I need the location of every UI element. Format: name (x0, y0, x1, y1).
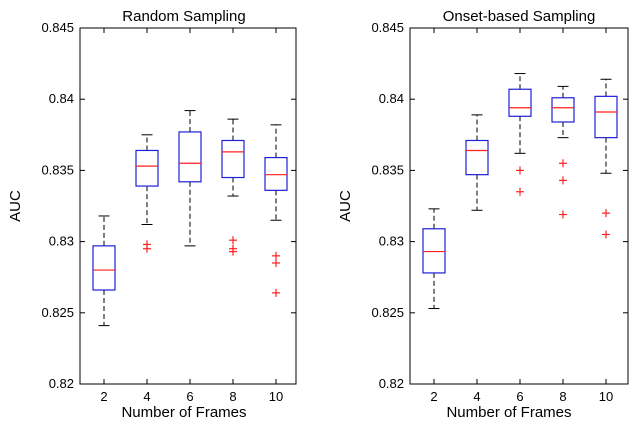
x-axis-title: Number of Frames (446, 404, 571, 421)
random-sampling-panel: Random Sampling Number of Frames AUC 0.8… (7, 8, 297, 421)
iqr-box (92, 245, 116, 291)
outlier-marker (272, 258, 280, 267)
y-axis-title: AUC (337, 190, 354, 222)
outlier-marker (559, 176, 567, 185)
outlier-marker (516, 187, 524, 196)
box-8 (551, 85, 575, 219)
x-tick-label: 4 (143, 389, 150, 404)
y-tick-label: 0.82 (49, 376, 74, 391)
y-tick-label: 0.84 (49, 91, 74, 106)
y-tick-label: 0.84 (379, 91, 404, 106)
iqr-box (422, 228, 446, 274)
outlier-marker (602, 230, 610, 239)
outlier-marker (143, 240, 151, 249)
box-4 (135, 134, 159, 253)
iqr-box (551, 97, 575, 123)
outlier-marker (229, 236, 237, 245)
iqr-box (594, 95, 618, 139)
outlier-marker (272, 251, 280, 260)
x-tick-label: 6 (186, 389, 193, 404)
panel-title: Random Sampling (122, 8, 245, 25)
iqr-box (508, 88, 532, 117)
x-tick-label: 8 (229, 389, 236, 404)
y-tick-label: 0.825 (41, 305, 74, 320)
x-tick-label: 6 (516, 389, 523, 404)
iqr-box (221, 139, 245, 179)
y-tick-label: 0.82 (379, 376, 404, 391)
outlier-marker (559, 210, 567, 219)
outlier-marker (602, 209, 610, 218)
x-tick-label: 10 (599, 389, 613, 404)
y-tick-label: 0.83 (379, 234, 404, 249)
box-6 (178, 110, 202, 247)
box-2 (92, 215, 116, 327)
box-8 (221, 118, 245, 256)
plot-frame (79, 27, 297, 385)
iqr-box (178, 131, 202, 183)
y-tick-label: 0.835 (41, 162, 74, 177)
box-2 (422, 208, 446, 310)
x-tick-label: 4 (473, 389, 480, 404)
x-tick-label: 2 (100, 389, 107, 404)
panel-title: Onset-based Sampling (443, 8, 596, 25)
x-tick-label: 10 (269, 389, 283, 404)
iqr-box (264, 156, 288, 191)
box-6 (508, 73, 532, 196)
plot-frame (409, 27, 629, 385)
outlier-marker (559, 159, 567, 168)
y-tick-label: 0.845 (41, 20, 74, 35)
y-tick-label: 0.83 (49, 234, 74, 249)
y-axis-title: AUC (7, 190, 24, 222)
x-tick-label: 8 (559, 389, 566, 404)
iqr-box (135, 149, 159, 187)
y-tick-label: 0.825 (371, 305, 404, 320)
outlier-marker (229, 244, 237, 253)
box-10 (594, 78, 618, 239)
outlier-marker (272, 288, 280, 297)
y-tick-label: 0.835 (371, 162, 404, 177)
x-axis-title: Number of Frames (121, 404, 246, 421)
iqr-box (465, 139, 489, 176)
box-4 (465, 114, 489, 211)
x-tick-label: 2 (430, 389, 437, 404)
y-tick-label: 0.845 (371, 20, 404, 35)
box-10 (264, 124, 288, 297)
onset-based-sampling-panel: Onset-based Sampling Number of Frames AU… (337, 8, 629, 421)
outlier-marker (516, 166, 524, 175)
